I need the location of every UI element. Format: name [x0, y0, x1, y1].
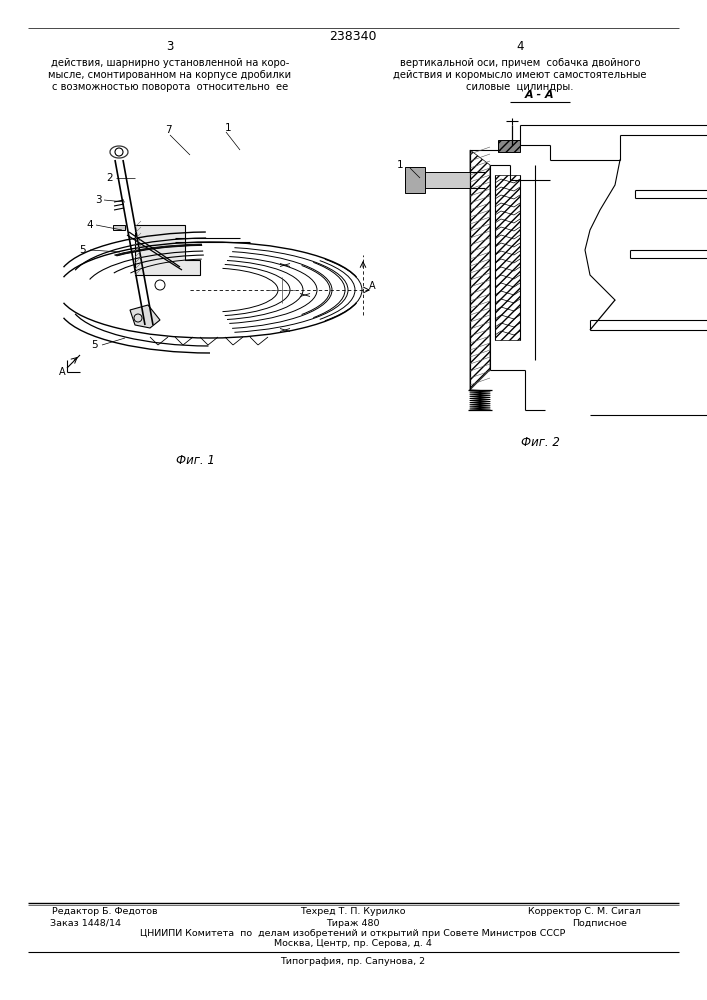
Text: Типография, пр. Сапунова, 2: Типография, пр. Сапунова, 2	[281, 958, 426, 966]
Text: Подписное: Подписное	[573, 918, 627, 928]
Text: 2: 2	[107, 173, 113, 183]
Polygon shape	[495, 175, 520, 340]
Text: Фиг. 1: Фиг. 1	[175, 454, 214, 466]
Text: действия и коромысло имеют самостоятельные: действия и коромысло имеют самостоятельн…	[393, 70, 647, 80]
Text: 3: 3	[166, 40, 174, 53]
Text: A: A	[368, 281, 375, 291]
Text: мысле, смонтированном на корпусе дробилки: мысле, смонтированном на корпусе дробилк…	[49, 70, 291, 80]
Text: 5: 5	[80, 245, 86, 255]
Text: 7: 7	[165, 125, 171, 135]
Text: 5: 5	[92, 340, 98, 350]
Text: Редактор Б. Федотов: Редактор Б. Федотов	[52, 908, 158, 916]
Polygon shape	[470, 150, 490, 390]
Text: 1: 1	[225, 123, 231, 133]
Text: 4: 4	[516, 40, 524, 53]
Text: 238340: 238340	[329, 30, 377, 43]
Text: 3: 3	[95, 195, 101, 205]
Text: Заказ 1448/14: Заказ 1448/14	[49, 918, 120, 928]
Text: ЦНИИПИ Комитета  по  делам изобретений и открытий при Совете Министров СССР: ЦНИИПИ Комитета по делам изобретений и о…	[140, 930, 566, 938]
Bar	[113, 225, 125, 230]
Text: Корректор С. М. Сигал: Корректор С. М. Сигал	[529, 908, 641, 916]
Bar	[405, 172, 470, 188]
Polygon shape	[130, 305, 160, 328]
Text: с возможностью поворота  относительно  ее: с возможностью поворота относительно ее	[52, 82, 288, 92]
Text: A: A	[59, 367, 65, 377]
Text: Москва, Центр, пр. Серова, д. 4: Москва, Центр, пр. Серова, д. 4	[274, 940, 432, 948]
Polygon shape	[135, 225, 200, 275]
Bar	[498, 140, 520, 152]
Text: 1: 1	[397, 160, 403, 170]
Text: Фиг. 2: Фиг. 2	[520, 436, 559, 448]
Text: А - А: А - А	[525, 90, 555, 100]
Text: вертикальной оси, причем  собачка двойного: вертикальной оси, причем собачка двойног…	[399, 58, 641, 68]
Text: 4: 4	[87, 220, 93, 230]
Text: действия, шарнирно установленной на коро-: действия, шарнирно установленной на коро…	[51, 58, 289, 68]
Text: Тираж 480: Тираж 480	[326, 918, 380, 928]
Bar	[405, 167, 425, 193]
Text: Техред Т. П. Курилко: Техред Т. П. Курилко	[300, 908, 406, 916]
Text: силовые  цилиндры.: силовые цилиндры.	[466, 82, 574, 92]
